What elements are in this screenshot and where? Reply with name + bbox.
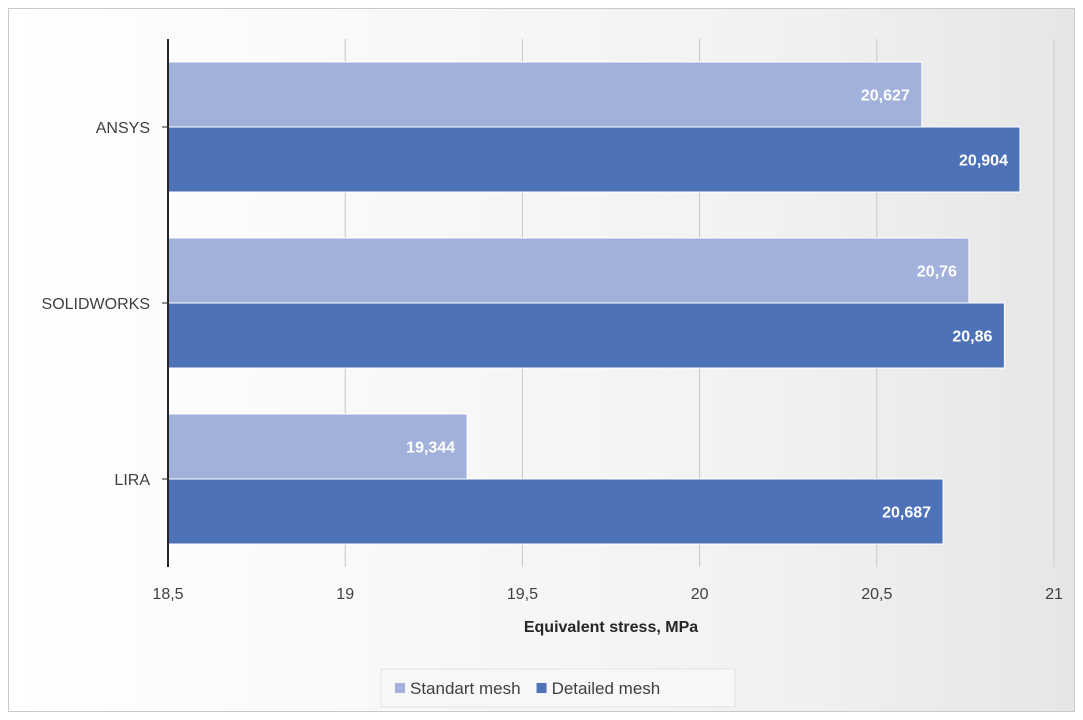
category-label: LIRA — [114, 472, 150, 489]
data-label: 20,76 — [917, 264, 957, 281]
bar — [167, 126, 1021, 193]
legend-label: Detailed mesh — [552, 679, 661, 698]
data-label: 19,344 — [406, 440, 455, 457]
legend-swatch — [536, 683, 547, 693]
data-label: 20,86 — [952, 329, 992, 346]
bar — [167, 478, 944, 545]
category-label: SOLIDWORKS — [42, 296, 150, 313]
x-tick-label: 21 — [1045, 586, 1063, 603]
x-tick-label: 19,5 — [507, 586, 538, 603]
data-label: 20,627 — [861, 88, 910, 105]
bar — [167, 413, 468, 480]
axes: 18,5 19 19,5 20 20,5 21 ANSYS SOLIDWORKS LIRA — [42, 39, 1063, 603]
bar — [167, 61, 923, 128]
legend-box — [380, 668, 736, 708]
category-label: ANSYS — [96, 120, 150, 137]
bars: 20,627 20,904 20,76 20,86 19,344 20,687 — [167, 61, 1021, 545]
data-label: 20,687 — [882, 505, 931, 522]
bar — [167, 237, 970, 304]
legend-label: Standart mesh — [410, 679, 521, 698]
bar — [167, 302, 1005, 369]
x-tick-label: 20 — [691, 586, 709, 603]
x-tick-label: 19 — [336, 586, 354, 603]
x-axis-title: Equivalent stress, MPa — [524, 619, 698, 636]
x-tick-label: 18,5 — [152, 586, 183, 603]
chart-frame: 20,627 20,904 20,76 20,86 19,344 20,687 18,5 1… — [8, 8, 1075, 712]
data-label: 20,904 — [959, 153, 1008, 170]
legend-swatch — [395, 683, 405, 693]
x-tick-label: 20,5 — [861, 586, 892, 603]
legend: Standart mesh Detailed mesh — [380, 668, 736, 708]
